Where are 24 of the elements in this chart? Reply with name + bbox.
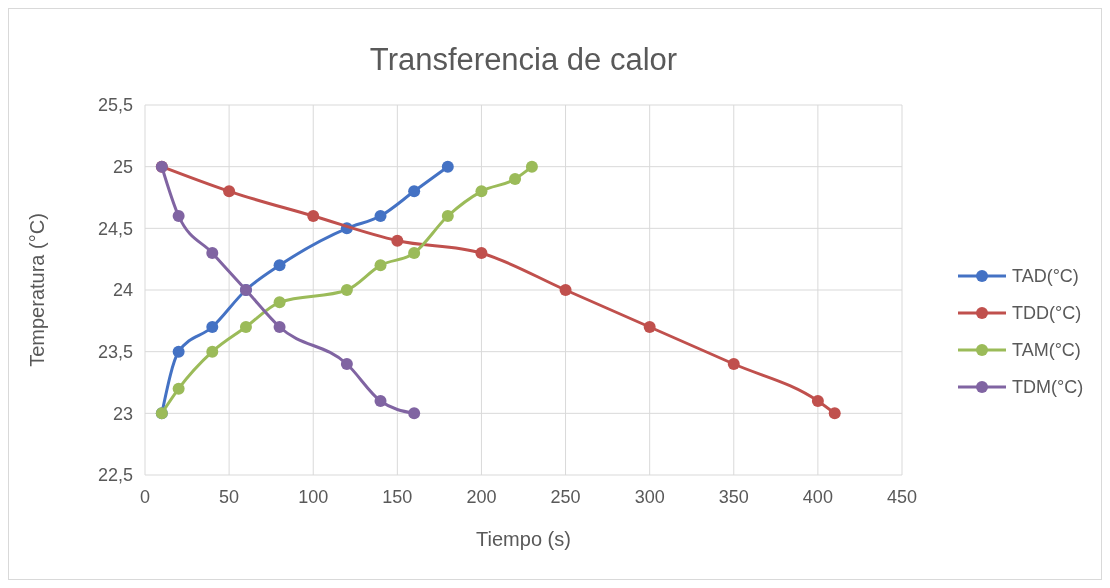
y-tick-label: 22,5	[97, 465, 133, 486]
x-tick-label: 300	[634, 487, 665, 507]
x-tick-label: 50	[219, 487, 240, 507]
y-tick-label: 24,5	[97, 218, 133, 239]
y-tick-label: 25,5	[97, 95, 133, 116]
x-tick-label: 400	[802, 487, 833, 507]
x-tick-label: 100	[298, 487, 329, 507]
x-tick-label: 250	[550, 487, 581, 507]
x-tick-label: 150	[382, 487, 413, 507]
x-tick-label: 0	[139, 487, 151, 507]
legend-label: TAD(°C)	[1012, 266, 1079, 287]
legend-label: TAM(°C)	[1012, 340, 1081, 361]
y-tick-label: 25	[112, 156, 133, 177]
y-axis-title: Temperatura (°C)	[26, 213, 48, 367]
x-axis-title: Tiempo (s)	[476, 528, 571, 550]
legend-label: TDM(°C)	[1012, 377, 1084, 398]
y-tick-label: 24	[112, 280, 133, 301]
chart-title: Transferencia de calor	[369, 42, 678, 77]
x-tick-label: 200	[466, 487, 497, 507]
y-tick-label: 23,5	[97, 341, 133, 362]
y-tick-label: 23	[112, 403, 133, 424]
legend-label: TDD(°C)	[1012, 303, 1082, 324]
x-tick-label: 450	[886, 487, 918, 507]
x-tick-label: 350	[718, 487, 749, 507]
